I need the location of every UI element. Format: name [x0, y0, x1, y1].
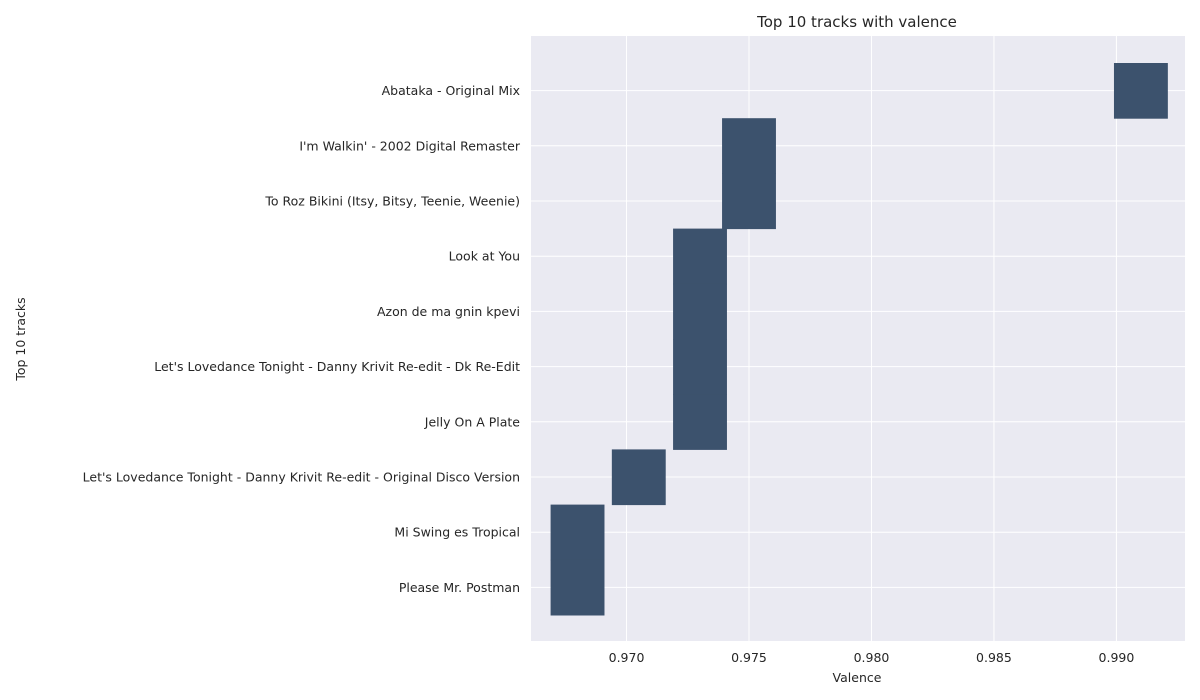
heatmap-cell — [722, 173, 776, 230]
y-axis-title: Top 10 tracks — [13, 297, 28, 381]
y-tick-label: Abataka - Original Mix — [382, 83, 520, 98]
x-tick-label: 0.985 — [976, 650, 1012, 665]
heatmap-cell — [550, 504, 605, 561]
heatmap-cell — [673, 228, 727, 285]
y-tick-label: Let's Lovedance Tonight - Danny Krivit R… — [83, 470, 520, 485]
heatmap-cell — [722, 118, 776, 174]
y-tick-label: Mi Swing es Tropical — [394, 525, 520, 540]
y-tick-label: To Roz Bikini (Itsy, Bitsy, Teenie, Ween… — [264, 194, 520, 209]
heatmap-cell — [673, 339, 727, 395]
x-tick-label: 0.990 — [1099, 650, 1135, 665]
y-tick-label: Azon de ma gnin kpevi — [377, 304, 520, 319]
heatmap-cell — [673, 283, 727, 340]
x-tick-label: 0.975 — [731, 650, 767, 665]
plot-background — [531, 36, 1185, 641]
y-tick-labels: Abataka - Original Mix I'm Walkin' - 2002… — [83, 83, 521, 595]
x-tick-label: 0.980 — [854, 650, 890, 665]
grid-lines — [531, 36, 1185, 641]
y-tick-label: I'm Walkin' - 2002 Digital Remaster — [299, 138, 521, 153]
y-tick-label: Let's Lovedance Tonight - Danny Krivit R… — [154, 359, 520, 374]
heatmap-cells — [550, 63, 1168, 616]
y-tick-label: Jelly On A Plate — [424, 414, 521, 429]
x-tick-labels: 0.970 0.975 0.980 0.985 0.990 — [609, 650, 1135, 665]
heatmap-cell — [550, 559, 605, 616]
x-axis-title: Valence — [833, 670, 882, 685]
y-tick-label: Please Mr. Postman — [399, 580, 520, 595]
heatmap-cell — [1113, 63, 1168, 119]
heatmap-cell — [611, 449, 666, 506]
chart-title: Top 10 tracks with valence — [756, 13, 957, 31]
heatmap-cell — [673, 394, 727, 450]
y-tick-label: Look at You — [449, 249, 520, 264]
x-tick-label: 0.970 — [609, 650, 645, 665]
